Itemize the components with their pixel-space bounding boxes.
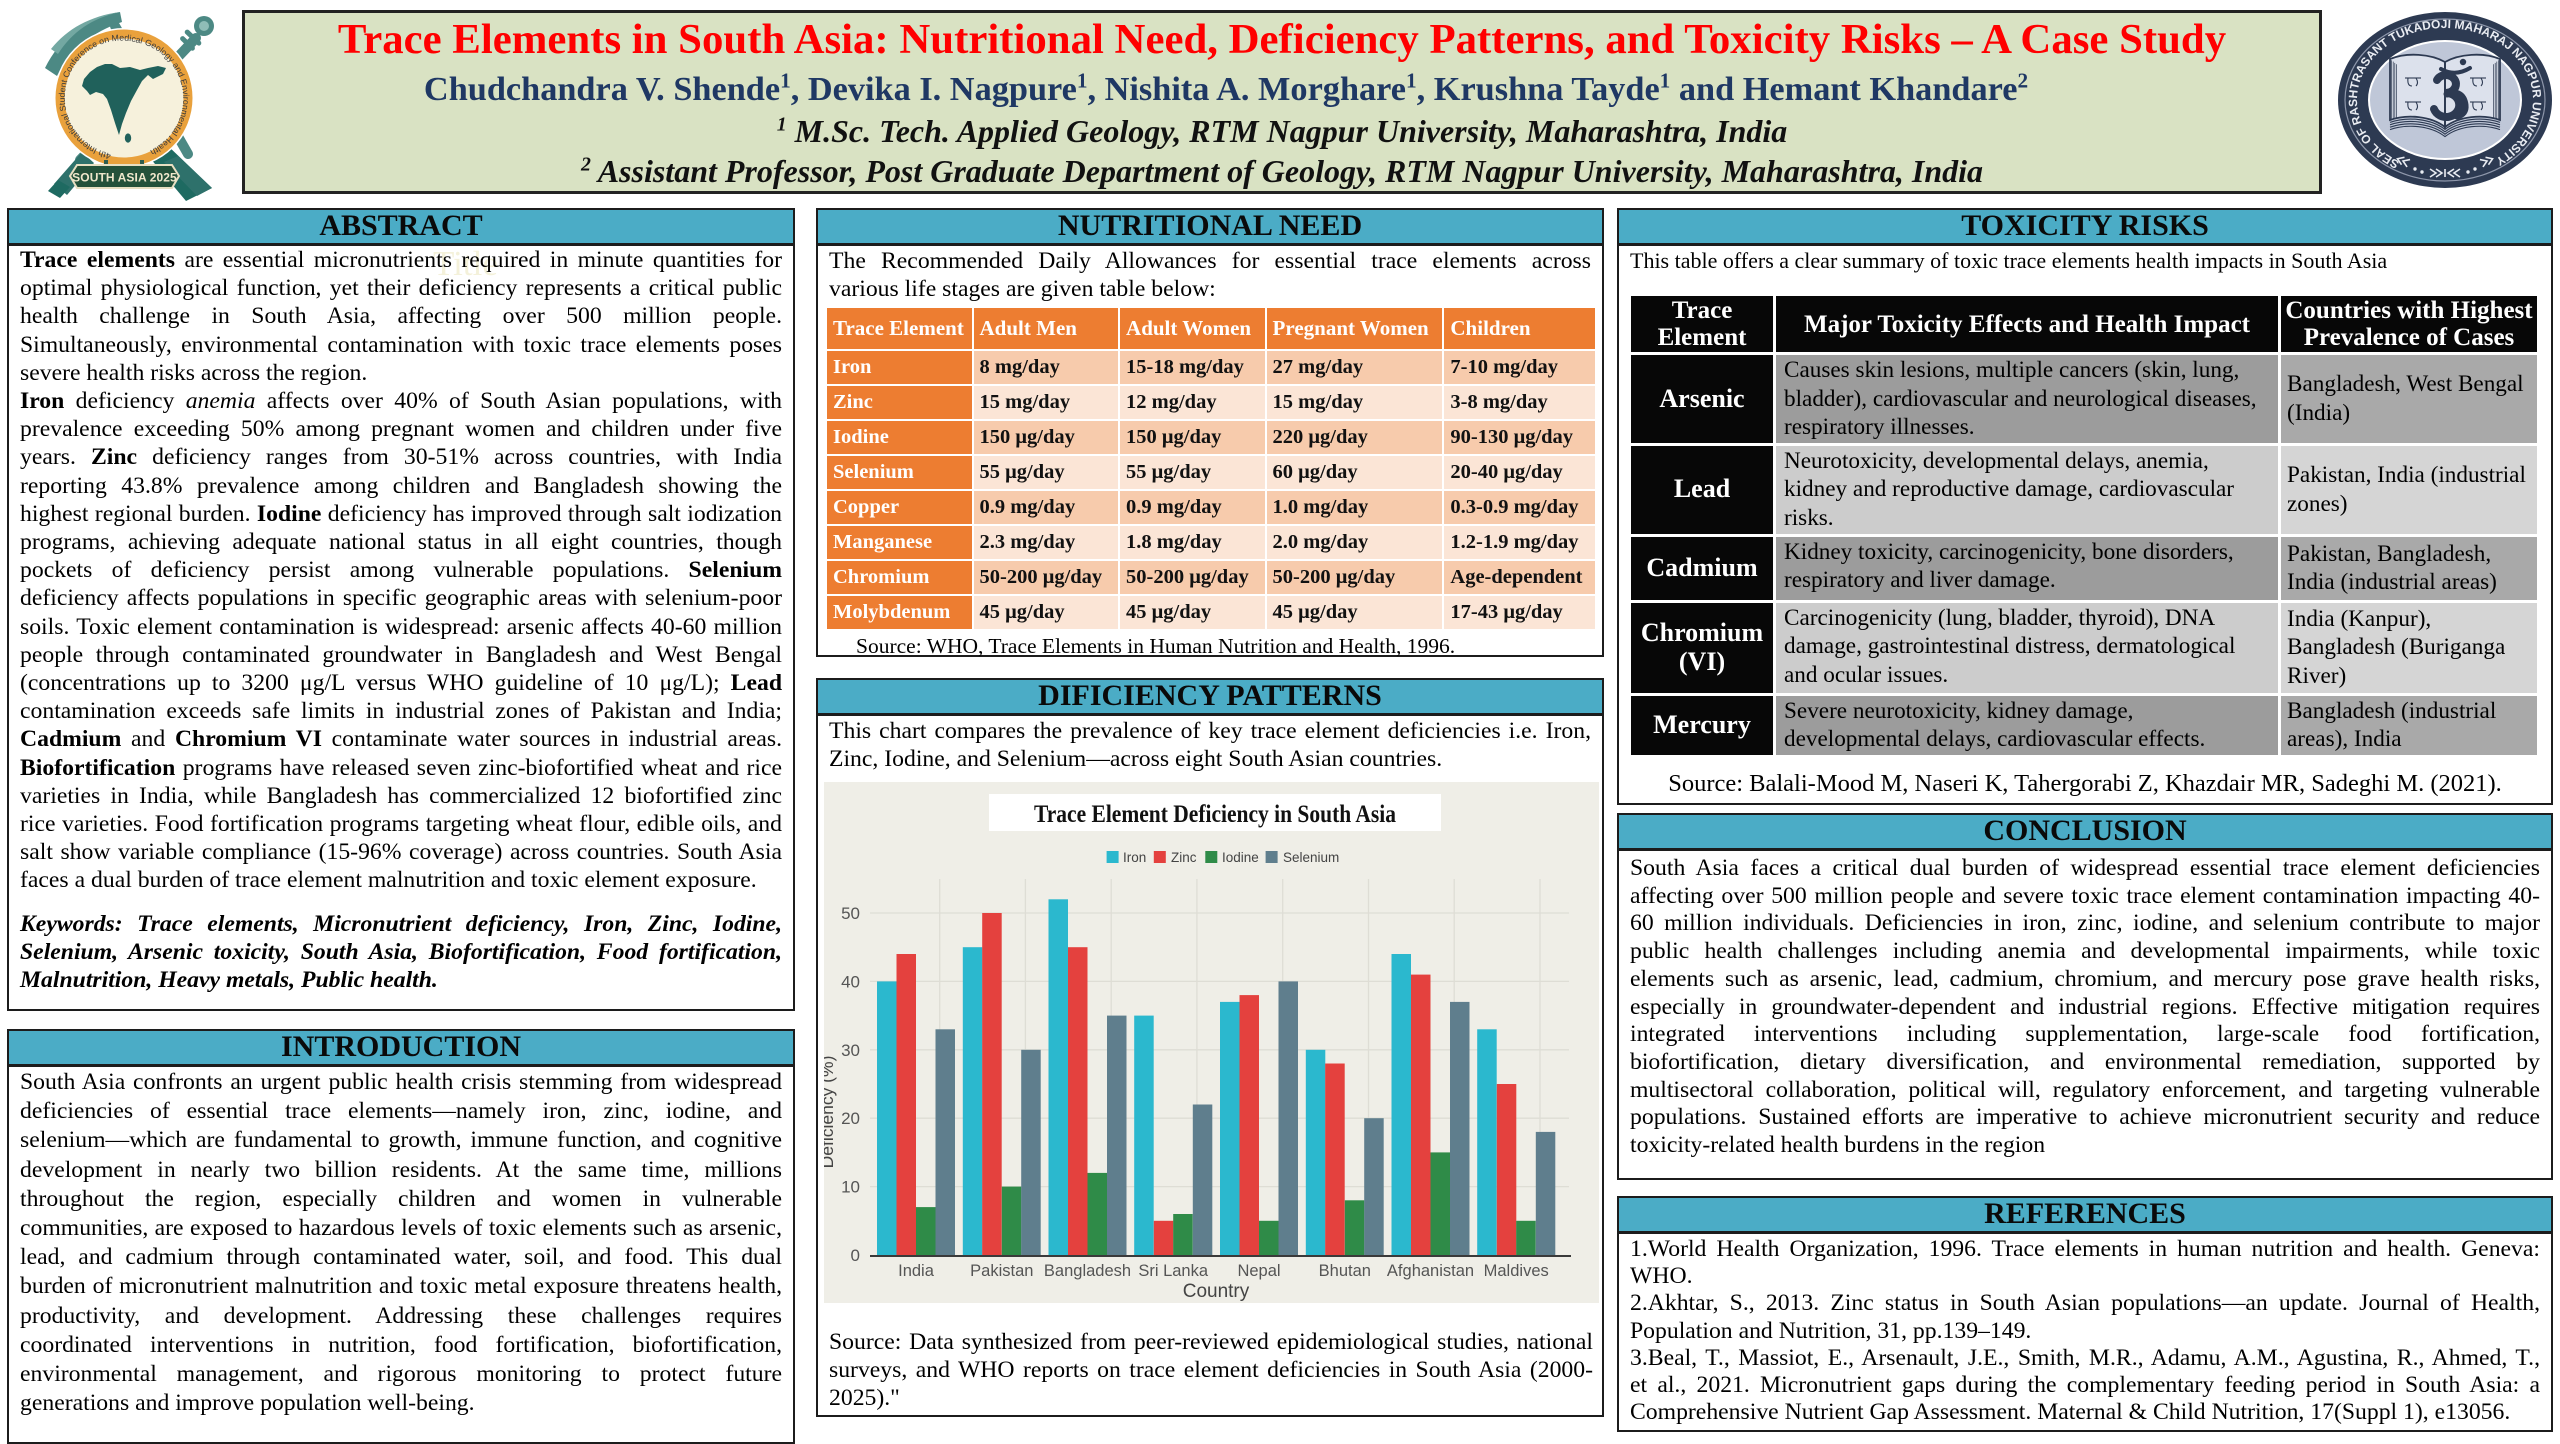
svg-text:Nepal: Nepal — [1237, 1262, 1280, 1280]
svg-text:40: 40 — [841, 972, 860, 991]
svg-text:0: 0 — [851, 1246, 860, 1265]
svg-text:20: 20 — [841, 1109, 860, 1128]
svg-text:Afghanistan: Afghanistan — [1387, 1262, 1474, 1280]
svg-text:Zinc: Zinc — [1171, 850, 1197, 865]
svg-text:30: 30 — [841, 1041, 860, 1060]
svg-text:10: 10 — [841, 1178, 860, 1197]
svg-text:Country: Country — [1183, 1281, 1250, 1302]
svg-text:Trace Element Deficiency in So: Trace Element Deficiency in South Asia — [1034, 799, 1396, 828]
svg-text:Pakistan: Pakistan — [970, 1262, 1033, 1280]
svg-text:Maldives: Maldives — [1484, 1262, 1549, 1280]
svg-text:Iodine: Iodine — [1222, 850, 1259, 865]
svg-text:50: 50 — [841, 904, 860, 923]
svg-text:Selenium: Selenium — [1283, 850, 1339, 865]
svg-text:India: India — [898, 1262, 935, 1280]
svg-text:Sri Lanka: Sri Lanka — [1138, 1262, 1209, 1280]
svg-text:Bangladesh: Bangladesh — [1044, 1262, 1131, 1280]
svg-text:SOUTH ASIA 2025: SOUTH ASIA 2025 — [72, 171, 177, 185]
svg-text:Deficiency (%): Deficiency (%) — [824, 1056, 837, 1169]
svg-text:Bhutan: Bhutan — [1319, 1262, 1371, 1280]
svg-text:Iron: Iron — [1123, 850, 1146, 865]
